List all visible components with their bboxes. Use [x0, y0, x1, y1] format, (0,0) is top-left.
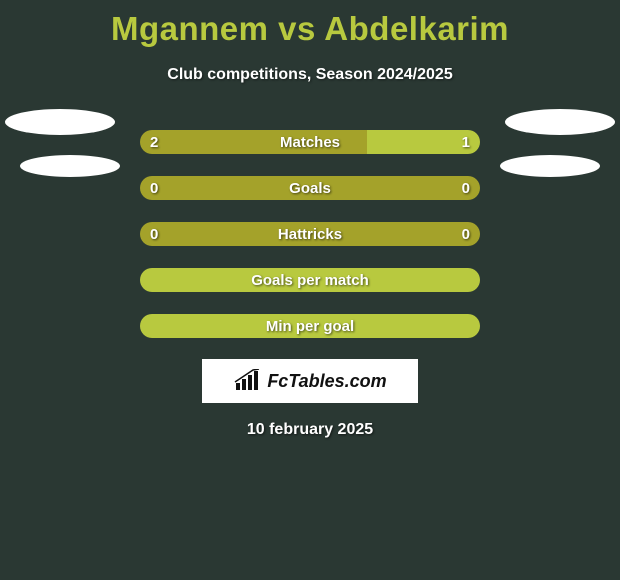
stat-row: Hattricks00: [0, 211, 620, 257]
date-label: 10 february 2025: [0, 421, 620, 439]
stat-row: Min per goal: [0, 303, 620, 349]
stat-row: Goals per match: [0, 257, 620, 303]
stat-bar-track: [140, 130, 480, 154]
stat-bar-right: [367, 130, 480, 154]
stat-bar-right: [140, 314, 480, 338]
stat-bar-track: [140, 314, 480, 338]
stat-row: Goals00: [0, 165, 620, 211]
stat-bar-track: [140, 268, 480, 292]
watermark-text: FcTables.com: [267, 371, 386, 392]
bar-chart-icon: [233, 369, 261, 393]
page-subtitle: Club competitions, Season 2024/2025: [0, 66, 620, 84]
stat-bar-left: [140, 176, 480, 200]
watermark: FcTables.com: [202, 359, 418, 403]
comparison-chart: Matches21Goals00Hattricks00Goals per mat…: [0, 119, 620, 349]
stat-bar-track: [140, 176, 480, 200]
stat-row: Matches21: [0, 119, 620, 165]
stat-bar-left: [140, 130, 367, 154]
stat-bar-left: [140, 222, 480, 246]
stat-bar-right: [140, 268, 480, 292]
page-title: Mgannem vs Abdelkarim: [0, 0, 620, 48]
stat-bar-track: [140, 222, 480, 246]
